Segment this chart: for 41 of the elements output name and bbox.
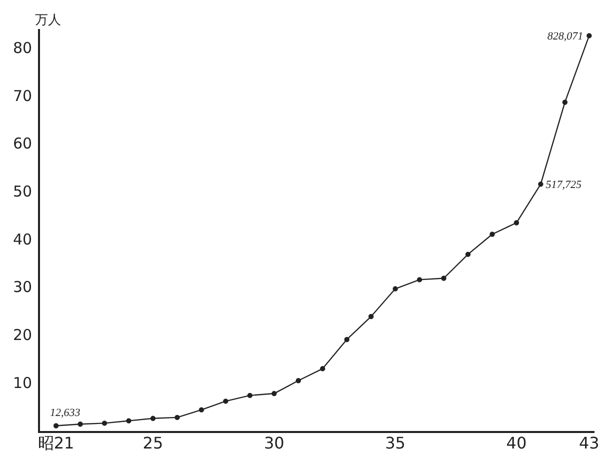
point bbox=[296, 378, 301, 384]
point bbox=[174, 414, 180, 420]
y-tick-label: 20 bbox=[12, 326, 32, 344]
point bbox=[223, 398, 228, 404]
x-tick-label: 43 bbox=[578, 434, 600, 453]
point bbox=[78, 422, 83, 427]
y-tick-label: 40 bbox=[12, 230, 32, 248]
point bbox=[53, 423, 59, 428]
point bbox=[416, 277, 422, 282]
x-tick-label: 40 bbox=[506, 434, 527, 453]
x-tick-label: 25 bbox=[142, 434, 164, 453]
point bbox=[392, 286, 398, 292]
point bbox=[490, 232, 495, 237]
x-tick-label: 30 bbox=[264, 434, 284, 453]
y-tick-label: 10 bbox=[12, 374, 32, 392]
point bbox=[538, 182, 544, 187]
point bbox=[272, 390, 277, 396]
point bbox=[126, 418, 132, 424]
x-tick-label: 昭21 bbox=[38, 434, 74, 453]
annotation: 828,071 bbox=[547, 30, 584, 43]
point bbox=[102, 420, 108, 426]
y-tick-label: 80 bbox=[12, 39, 32, 58]
annotation: 517,725 bbox=[546, 179, 582, 192]
point bbox=[247, 392, 253, 398]
y-axis-title: 万人 bbox=[35, 13, 62, 28]
y-tick-label: 30 bbox=[12, 278, 32, 296]
point bbox=[320, 366, 326, 372]
y-tick-label: 50 bbox=[12, 182, 32, 201]
point bbox=[344, 336, 350, 342]
point bbox=[586, 33, 592, 38]
point bbox=[562, 100, 568, 105]
point bbox=[441, 276, 446, 281]
y-tick-label: 60 bbox=[12, 134, 32, 153]
point bbox=[514, 220, 520, 226]
point bbox=[198, 407, 204, 412]
point bbox=[465, 252, 471, 257]
point bbox=[150, 416, 156, 422]
point bbox=[368, 314, 374, 320]
y-tick-label: 70 bbox=[12, 86, 32, 105]
x-tick-label: 35 bbox=[385, 434, 406, 453]
annotation: 12,633 bbox=[50, 406, 81, 419]
